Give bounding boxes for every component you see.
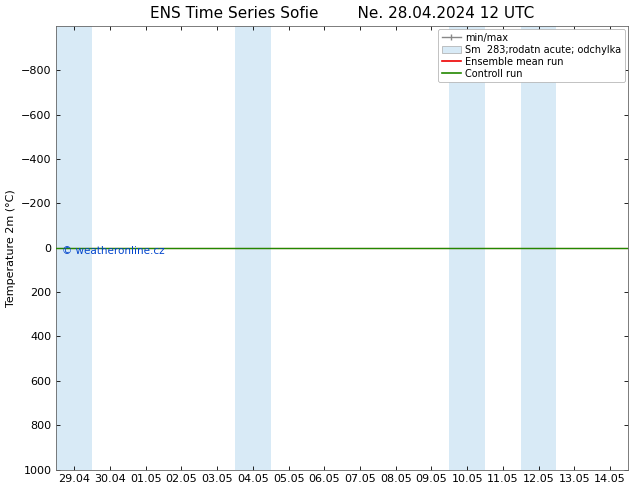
Legend: min/max, Sm  283;rodatn acute; odchylka, Ensemble mean run, Controll run: min/max, Sm 283;rodatn acute; odchylka, … — [437, 29, 625, 82]
Bar — [450, 26, 485, 469]
Y-axis label: Temperature 2m (°C): Temperature 2m (°C) — [6, 189, 16, 307]
Bar — [235, 26, 271, 469]
Text: © weatheronline.cz: © weatheronline.cz — [62, 245, 165, 255]
Bar — [56, 26, 92, 469]
Title: ENS Time Series Sofie        Ne. 28.04.2024 12 UTC: ENS Time Series Sofie Ne. 28.04.2024 12 … — [150, 5, 534, 21]
Bar — [521, 26, 557, 469]
